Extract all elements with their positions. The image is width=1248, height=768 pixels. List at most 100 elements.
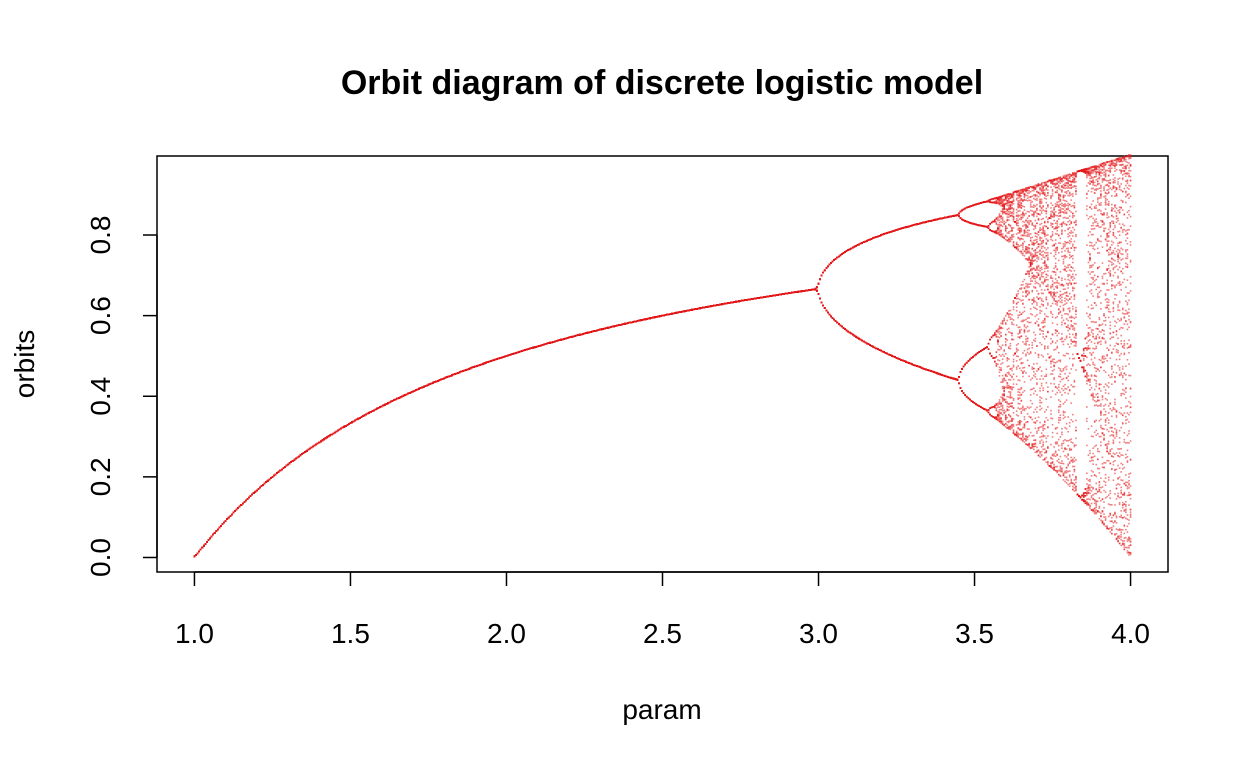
orbit-column bbox=[225, 520, 227, 522]
orbit-column bbox=[219, 527, 221, 529]
orbit-point bbox=[258, 488, 260, 490]
orbit-point bbox=[248, 497, 250, 499]
orbit-point bbox=[240, 504, 242, 506]
orbit-point bbox=[278, 471, 280, 473]
orbit-point bbox=[272, 476, 274, 478]
orbit-column bbox=[220, 525, 222, 527]
orbit-point bbox=[228, 517, 230, 519]
orbit-column bbox=[315, 444, 317, 446]
orbit-column bbox=[244, 501, 246, 503]
orbit-column bbox=[290, 461, 292, 463]
chart-title: Orbit diagram of discrete logistic model bbox=[341, 64, 983, 102]
orbit-point bbox=[239, 506, 241, 508]
orbit-point bbox=[259, 487, 261, 489]
orbit-column bbox=[250, 495, 252, 497]
orbit-point bbox=[195, 554, 197, 556]
orbit-column bbox=[283, 467, 285, 469]
orbit-point bbox=[276, 472, 278, 474]
orbit-point bbox=[222, 523, 224, 525]
orbit-column bbox=[248, 497, 250, 499]
orbit-point bbox=[217, 529, 219, 531]
orbit-column bbox=[281, 469, 283, 471]
orbit-column bbox=[242, 503, 244, 505]
orbit-column bbox=[245, 500, 247, 502]
orbit-point bbox=[254, 491, 256, 493]
orbit-point bbox=[194, 556, 196, 558]
orbit-point bbox=[290, 461, 292, 463]
orbit-point bbox=[244, 501, 246, 503]
orbit-point bbox=[236, 509, 238, 511]
orbit-point bbox=[247, 498, 249, 500]
orbit-point bbox=[275, 474, 277, 476]
orbit-point bbox=[220, 525, 222, 527]
orbit-point bbox=[211, 536, 213, 538]
orbit-column bbox=[198, 551, 200, 553]
orbit-column bbox=[261, 485, 263, 487]
orbit-column bbox=[214, 532, 216, 534]
orbit-column bbox=[272, 476, 274, 478]
orbit-column bbox=[228, 517, 230, 519]
orbit-column bbox=[311, 447, 313, 449]
orbit-point bbox=[261, 485, 263, 487]
orbit-column bbox=[206, 541, 208, 543]
orbit-point bbox=[300, 454, 302, 456]
orbit-column bbox=[269, 479, 271, 481]
orbit-point bbox=[250, 495, 252, 497]
orbit-point bbox=[197, 553, 199, 555]
orbit-column bbox=[300, 454, 302, 456]
orbit-column bbox=[273, 475, 275, 477]
orbit-point bbox=[286, 465, 288, 467]
orbit-column bbox=[306, 450, 308, 452]
orbit-column bbox=[251, 494, 253, 496]
orbit-point bbox=[230, 515, 232, 517]
orbit-point bbox=[198, 551, 200, 553]
orbit-point bbox=[308, 449, 310, 451]
orbit-point bbox=[251, 494, 253, 496]
orbit-point bbox=[294, 459, 296, 461]
orbit-column bbox=[289, 462, 291, 464]
orbit-point bbox=[219, 527, 221, 529]
orbit-column bbox=[279, 470, 281, 472]
orbit-point bbox=[301, 453, 303, 455]
orbit-point bbox=[318, 442, 320, 444]
orbit-column bbox=[301, 453, 303, 455]
orbit-column bbox=[203, 545, 205, 547]
orbit-column bbox=[303, 452, 305, 454]
orbit-point bbox=[208, 539, 210, 541]
orbit-point bbox=[306, 450, 308, 452]
orbit-point bbox=[317, 443, 319, 445]
orbit-column bbox=[317, 443, 319, 445]
orbit-point bbox=[314, 445, 316, 447]
orbit-point bbox=[242, 503, 244, 505]
orbit-point bbox=[303, 452, 305, 454]
orbit-column bbox=[194, 555, 196, 557]
orbit-column bbox=[298, 456, 300, 458]
orbit-column bbox=[270, 477, 272, 479]
orbit-column bbox=[247, 498, 249, 500]
orbit-column bbox=[211, 536, 213, 538]
orbit-column bbox=[318, 442, 320, 444]
orbit-column bbox=[208, 539, 210, 541]
orbit-column bbox=[259, 487, 261, 489]
orbit-column bbox=[209, 537, 211, 539]
orbit-point bbox=[205, 543, 207, 545]
orbit-column bbox=[230, 515, 232, 517]
orbit-column bbox=[205, 543, 207, 545]
orbit-column bbox=[264, 483, 266, 485]
orbit-column bbox=[295, 458, 297, 460]
orbit-column bbox=[195, 554, 197, 556]
orbit-point bbox=[262, 484, 264, 486]
orbit-point bbox=[253, 492, 255, 494]
orbit-point bbox=[212, 534, 214, 536]
orbit-point bbox=[297, 457, 299, 459]
orbit-column bbox=[237, 507, 239, 509]
orbit-column bbox=[231, 514, 233, 516]
orbit-point bbox=[201, 547, 203, 549]
orbit-point bbox=[215, 530, 217, 532]
orbit-column bbox=[215, 530, 217, 532]
orbit-point bbox=[256, 490, 258, 492]
orbit-point bbox=[203, 545, 205, 547]
orbit-point bbox=[231, 514, 233, 516]
orbit-column bbox=[278, 471, 280, 473]
